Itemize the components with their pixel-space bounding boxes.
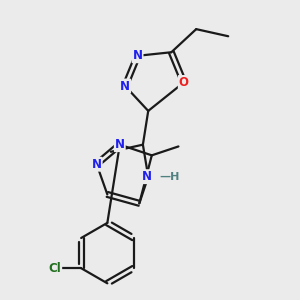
Text: N: N [133, 49, 142, 62]
Text: N: N [120, 80, 130, 92]
Text: N: N [115, 138, 125, 151]
Text: O: O [179, 76, 189, 89]
Text: N: N [92, 158, 102, 171]
Text: N: N [141, 170, 152, 183]
Text: —H: —H [159, 172, 179, 182]
Text: Cl: Cl [49, 262, 61, 275]
